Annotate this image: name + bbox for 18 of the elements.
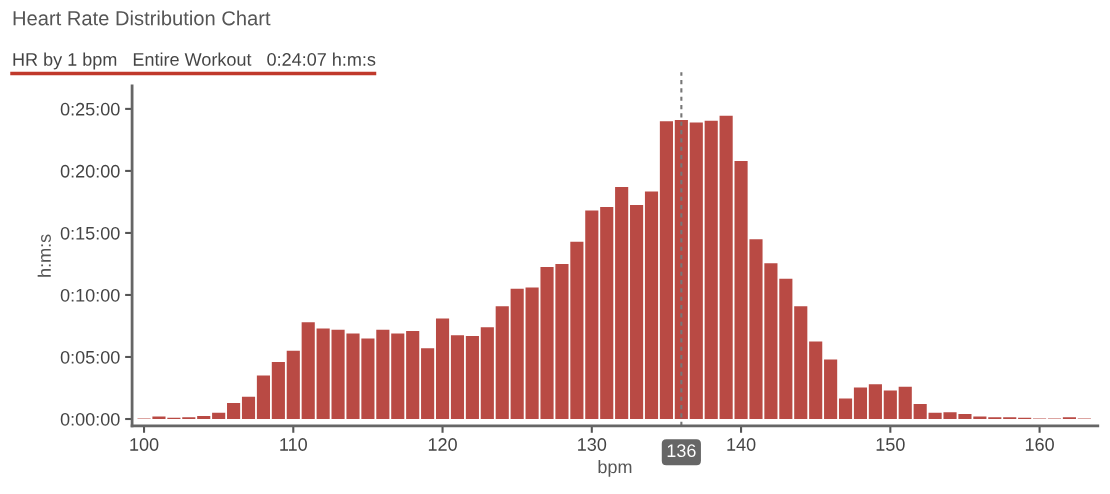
x-tick-label: 140 [727, 438, 756, 451]
y-tick-label: 0:25:00 [60, 102, 120, 116]
x-tick-label: 120 [428, 438, 457, 451]
x-tick-label: 150 [876, 438, 905, 451]
y-tick-label: 0:05:00 [60, 350, 120, 364]
chart-title: Heart Rate Distribution Chart [13, 10, 271, 26]
y-tick-label: 0:10:00 [60, 288, 120, 302]
ref-line-label: 136 [667, 444, 696, 458]
chart-subtitle: HR by 1 bpm Entire Workout 0:24:07 h:m:s [13, 52, 376, 70]
x-axis-title: bpm [598, 460, 632, 477]
x-tick-label: 110 [280, 438, 307, 451]
y-tick-label: 0:15:00 [60, 226, 120, 240]
y-tick-label: 0:20:00 [60, 164, 120, 178]
x-tick-label: 160 [1025, 438, 1054, 451]
y-axis-title: h:m:s [37, 234, 51, 277]
y-tick-label: 0:00:00 [60, 412, 120, 426]
x-tick-label: 130 [578, 438, 607, 451]
x-tick-label: 100 [130, 438, 159, 451]
